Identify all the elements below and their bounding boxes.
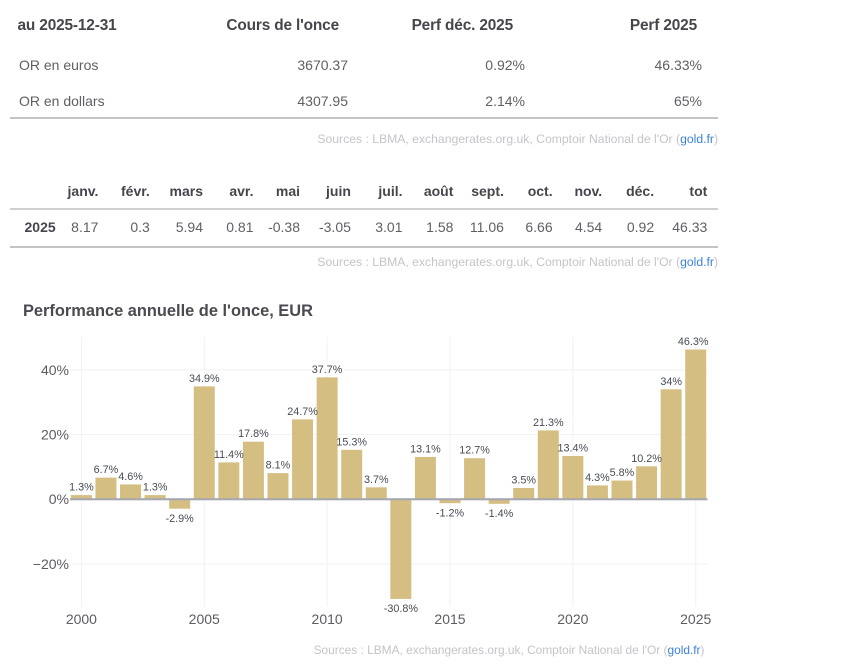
- svg-text:46.3%: 46.3%: [678, 336, 709, 348]
- svg-text:-30.8%: -30.8%: [384, 603, 419, 615]
- svg-text:2015: 2015: [434, 611, 465, 627]
- svg-text:-2.9%: -2.9%: [166, 513, 195, 525]
- svg-text:20%: 20%: [41, 426, 69, 442]
- svg-text:2025: 2025: [680, 611, 711, 627]
- svg-text:21.3%: 21.3%: [533, 417, 564, 429]
- svg-text:8.1%: 8.1%: [266, 460, 291, 472]
- svg-text:17.8%: 17.8%: [238, 428, 269, 440]
- svg-text:24.7%: 24.7%: [287, 406, 318, 418]
- svg-text:3.5%: 3.5%: [511, 474, 536, 486]
- svg-text:15.3%: 15.3%: [336, 436, 367, 448]
- svg-text:12.7%: 12.7%: [459, 445, 490, 457]
- svg-text:13.1%: 13.1%: [410, 443, 441, 455]
- svg-text:11.4%: 11.4%: [214, 449, 244, 461]
- svg-text:34%: 34%: [660, 376, 682, 388]
- svg-text:10.2%: 10.2%: [631, 453, 662, 465]
- svg-text:1.3%: 1.3%: [69, 482, 94, 494]
- svg-text:2020: 2020: [557, 611, 588, 627]
- svg-text:2010: 2010: [312, 611, 343, 627]
- svg-text:4.6%: 4.6%: [118, 471, 143, 483]
- svg-text:4.3%: 4.3%: [585, 472, 610, 484]
- svg-text:34.9%: 34.9%: [189, 373, 220, 385]
- svg-text:13.4%: 13.4%: [558, 442, 589, 454]
- svg-text:2005: 2005: [189, 611, 220, 627]
- svg-text:40%: 40%: [41, 362, 69, 378]
- svg-text:0%: 0%: [49, 491, 69, 507]
- svg-text:2000: 2000: [66, 611, 97, 627]
- svg-text:5.8%: 5.8%: [610, 467, 635, 479]
- svg-text:3.7%: 3.7%: [364, 474, 389, 486]
- svg-text:-1.2%: -1.2%: [436, 507, 465, 519]
- svg-text:−20%: −20%: [33, 556, 69, 572]
- svg-text:37.7%: 37.7%: [312, 364, 343, 376]
- svg-text:6.7%: 6.7%: [94, 464, 119, 476]
- svg-text:1.3%: 1.3%: [143, 482, 168, 494]
- svg-text:-1.4%: -1.4%: [485, 508, 514, 520]
